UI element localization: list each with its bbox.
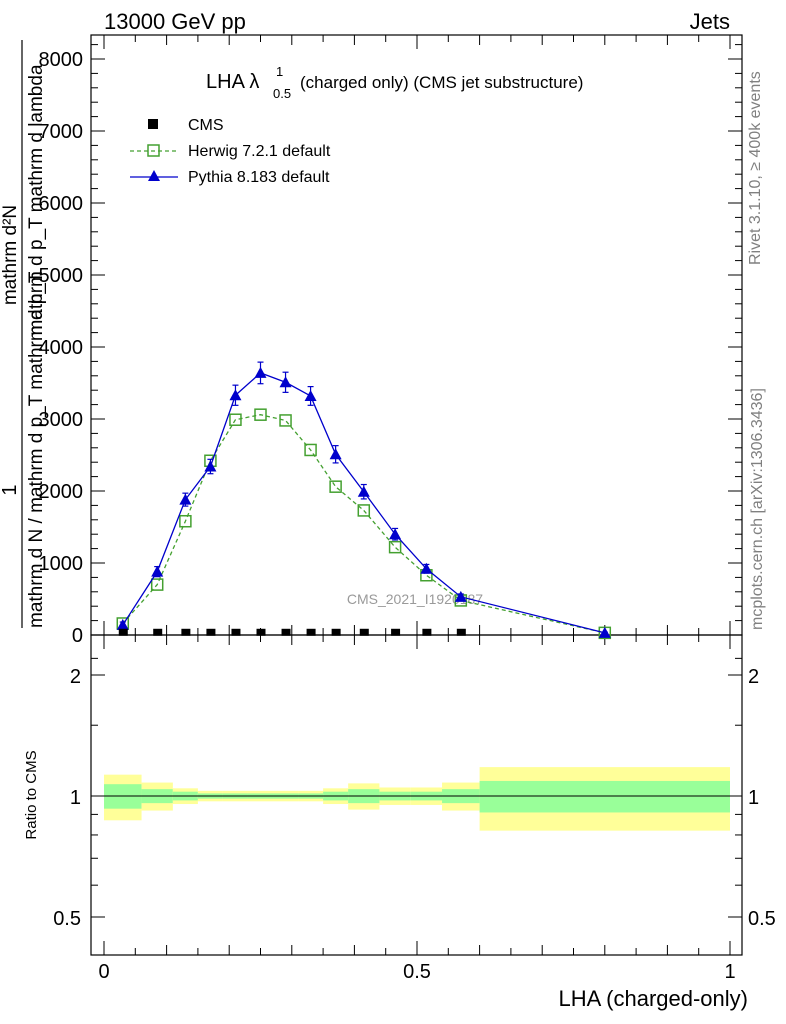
cms-point — [359, 628, 369, 636]
herwig-point — [179, 514, 192, 528]
x-tick-label: 0 — [98, 961, 109, 983]
series-cms — [118, 628, 466, 636]
legend: CMS Herwig 7.2.1 default Pythia 8.183 de… — [130, 117, 331, 186]
cms-point — [153, 628, 163, 636]
legend-marker-cms — [148, 119, 158, 129]
title-sub: 0.5 — [273, 86, 291, 101]
cms-point — [181, 628, 191, 636]
cms-point — [422, 628, 432, 636]
pythia-point — [389, 528, 402, 540]
y-tick-label: 6000 — [39, 193, 84, 215]
pythia-point — [229, 389, 242, 401]
pythia-point — [598, 626, 611, 638]
cms-point — [306, 628, 316, 636]
y-tick-label: 3000 — [39, 409, 84, 431]
ratio-bands — [104, 767, 730, 831]
ratio-tick-label: 1 — [70, 787, 81, 809]
pythia-point — [304, 389, 317, 401]
ratio-tick-label: 2 — [70, 666, 81, 688]
cms-point — [281, 628, 291, 636]
ratio-tick-label-right: 0.5 — [748, 908, 776, 930]
mcplots-info: mcplots.cern.ch [arXiv:1306.3436] — [749, 388, 766, 630]
pythia-point — [151, 565, 164, 577]
herwig-point — [229, 413, 242, 426]
ylabel-main: 1 mathrm d N / mathrm d p_T mathrm d p_T… — [0, 40, 47, 628]
herwig-point — [388, 540, 402, 554]
ylabel-den: mathrm d N / mathrm d p_T mathrm d p_T — [26, 271, 47, 628]
x-ticks: 0 0.5 1 — [98, 35, 736, 983]
x-tick-label: 0.5 — [403, 961, 431, 983]
herwig-point — [150, 578, 164, 591]
xlabel: LHA (charged-only) — [558, 986, 748, 1011]
ylabel-num-right: mathrm d²N — [0, 205, 21, 305]
ylabel-ratio: Ratio to CMS — [23, 750, 40, 839]
pythia-point — [179, 493, 192, 505]
title-sup: 1 — [276, 64, 283, 79]
cms-point — [256, 628, 266, 636]
pythia-point — [420, 562, 433, 574]
ratio-tick-label-right: 1 — [748, 787, 759, 809]
cms-point — [456, 628, 466, 636]
title-main: LHA λ — [206, 71, 259, 93]
pythia-point — [279, 376, 292, 388]
x-tick-label: 1 — [724, 961, 735, 983]
y-tick-label: 4000 — [39, 337, 84, 359]
header-right: Jets — [690, 9, 730, 34]
ylabel-num: 1 — [0, 484, 21, 495]
y-tick-label: 1000 — [39, 553, 84, 575]
rivet-info: Rivet 3.1.10, ≥ 400k events — [747, 71, 764, 265]
y-tick-label: 7000 — [39, 121, 84, 143]
ylabel-den-right: mathrm d p_T mathrm d lambda — [26, 64, 47, 335]
pythia-point — [357, 485, 370, 497]
pythia-point — [254, 366, 267, 378]
pythia-line — [122, 372, 605, 634]
series-pythia — [116, 361, 611, 638]
cms-point — [118, 628, 128, 636]
watermark: CMS_2021_I1920187 — [347, 591, 483, 607]
chart-title: LHA λ 1 0.5 (charged only) (CMS jet subs… — [206, 64, 583, 101]
herwig-point — [279, 414, 292, 427]
ratio-tick-label-right: 2 — [748, 666, 759, 688]
y-tick-label: 8000 — [39, 49, 84, 71]
cms-point — [331, 628, 341, 636]
title-rest: (charged only) (CMS jet substructure) — [300, 73, 583, 92]
cms-point — [206, 628, 216, 636]
pythia-point — [454, 590, 467, 602]
herwig-point — [304, 443, 317, 457]
legend-label-herwig: Herwig 7.2.1 default — [188, 143, 331, 160]
herwig-point — [329, 480, 342, 493]
herwig-point — [254, 408, 267, 421]
cms-point — [391, 628, 401, 636]
legend-label-cms: CMS — [188, 117, 224, 134]
pythia-point — [116, 618, 129, 630]
pythia-point — [204, 460, 217, 472]
ratio-band-inner — [479, 780, 730, 813]
header-left: 13000 GeV pp — [104, 9, 246, 34]
main-ticks: 0 1000 2000 3000 4000 5000 6000 7000 8000 — [39, 44, 742, 647]
y-tick-label: 2000 — [39, 481, 84, 503]
ratio-ticks: 0.5 0.5 1 1 2 2 — [53, 657, 776, 930]
legend-marker-herwig — [147, 144, 160, 157]
legend-marker-pythia — [148, 170, 160, 181]
ratio-tick-label: 0.5 — [53, 908, 81, 930]
y-tick-label: 5000 — [39, 265, 84, 287]
pythia-point — [329, 448, 342, 460]
y-tick-label: 0 — [72, 625, 83, 647]
herwig-point — [357, 504, 371, 517]
legend-label-pythia: Pythia 8.183 default — [188, 169, 330, 186]
cms-point — [231, 628, 241, 636]
